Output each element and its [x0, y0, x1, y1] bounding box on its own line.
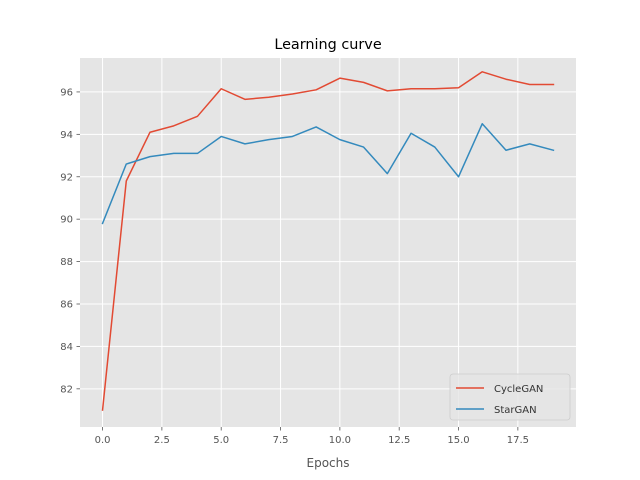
y-tick-label: 94	[60, 130, 73, 141]
x-tick-label: 12.5	[388, 435, 410, 446]
series-line-stargan	[101, 122, 555, 225]
x-tick-label: 0.0	[95, 435, 111, 446]
x-tick-label: 15.0	[447, 435, 469, 446]
plot-area	[80, 58, 576, 427]
y-tick-label: 88	[60, 257, 73, 268]
y-tick-label: 90	[60, 215, 73, 226]
legend: CycleGAN StarGAN	[449, 373, 571, 421]
y-tick-label: 86	[60, 300, 73, 311]
y-tick-label: 84	[60, 342, 73, 353]
x-axis-ticks: 0.0 2.5 5.0 7.5 10.0 12.5 15.0 17.5	[95, 427, 529, 446]
x-tick-label: 2.5	[154, 435, 170, 446]
y-tick-label: 82	[60, 384, 73, 395]
y-axis-ticks: 82 84 86 88 90 92 94 96	[60, 87, 80, 395]
grid	[80, 58, 576, 427]
x-tick-label: 5.0	[213, 435, 229, 446]
y-tick-label: 92	[60, 172, 73, 183]
chart-title: Learning curve	[274, 37, 382, 53]
legend-label: CycleGAN	[494, 384, 543, 395]
x-tick-label: 10.0	[329, 435, 351, 446]
x-tick-label: 7.5	[273, 435, 289, 446]
series-line-cyclegan	[101, 71, 555, 411]
legend-label: StarGAN	[494, 405, 537, 416]
y-tick-label: 96	[60, 87, 73, 98]
series-lines	[101, 71, 555, 411]
x-tick-label: 17.5	[507, 435, 529, 446]
x-axis-label: Epochs	[307, 456, 350, 470]
